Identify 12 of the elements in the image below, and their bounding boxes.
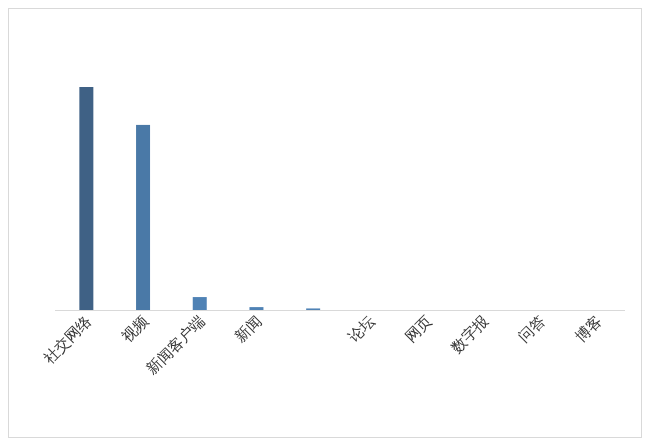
bar [192, 297, 207, 310]
bar [249, 307, 264, 310]
x-tick-label: 博客 [572, 312, 606, 346]
x-tick-label: 视频 [118, 312, 152, 346]
x-tick-label: 数字报 [448, 312, 492, 357]
x-tick-label: 新闻 [231, 312, 266, 346]
bar [136, 124, 150, 310]
bar [79, 87, 94, 310]
x-tick-label: 社交网络 [40, 312, 96, 368]
x-tick-label: 问答 [514, 312, 549, 346]
x-tick-label: 论坛 [344, 312, 379, 346]
x-tick-label: 网页 [401, 312, 436, 346]
